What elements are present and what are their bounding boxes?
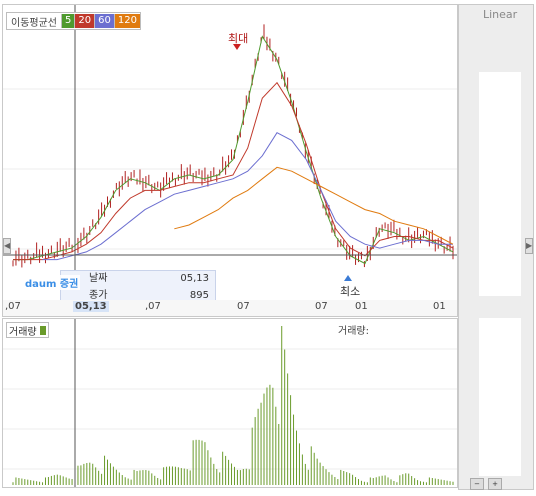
min-arrow-icon — [344, 275, 352, 281]
tooltip-date-label: 날짜 — [89, 273, 108, 284]
ma-line-120 — [174, 166, 454, 245]
scale-mode-label[interactable]: Linear — [483, 8, 518, 21]
date-axis: ,07 05,13 ,07 07 07 01 01 — [2, 300, 458, 317]
volume-swatch-icon — [39, 325, 46, 335]
legend-title: 이동평균선 — [11, 17, 57, 29]
volume-legend: 거래량 — [6, 322, 49, 338]
x-tick-label: ,07 — [145, 301, 161, 312]
tooltip-close-value: 895 — [189, 290, 209, 301]
volume-chart-canvas[interactable] — [3, 319, 457, 487]
x-tick-label: 01 — [433, 301, 446, 312]
ma-line-60 — [42, 132, 453, 261]
scroll-right-icon[interactable]: ▶ — [525, 238, 533, 254]
tooltip-close-row: 종가 895 — [89, 288, 211, 304]
ma-line-20 — [13, 81, 454, 261]
ma-legend-item-120[interactable]: 120 — [113, 14, 140, 28]
ma-legend-item-60[interactable]: 60 — [94, 14, 114, 28]
volume-legend-label: 거래량 — [9, 326, 37, 338]
price-chart-canvas[interactable] — [3, 5, 457, 301]
tooltip-close-label: 종가 — [89, 290, 108, 301]
brand-logo: daum 증권 — [23, 275, 81, 290]
tooltip-date-value: 05,13 — [180, 273, 209, 284]
scroll-left-icon[interactable]: ◀ — [3, 238, 11, 254]
price-chart-panel[interactable] — [2, 4, 458, 302]
volume-chart-panel[interactable] — [2, 318, 458, 488]
ma-legend-item-5[interactable]: 5 — [61, 14, 75, 28]
max-price-label: 최대 — [228, 32, 249, 45]
min-price-label: 최소 — [340, 285, 361, 298]
tooltip-date-row: 날짜 05,13 — [89, 271, 211, 287]
max-arrow-icon — [233, 44, 241, 50]
ma-legend-item-20[interactable]: 20 — [74, 14, 95, 28]
x-tick-label: ,07 — [5, 301, 21, 312]
x-tick-label: 05,13 — [73, 301, 109, 312]
zoom-controls: − + — [470, 478, 530, 490]
x-tick-label: 07 — [237, 301, 250, 312]
price-scale-area — [479, 72, 521, 296]
moving-average-legend: 이동평균선 5 20 60 120 — [6, 12, 141, 30]
ma-line-5 — [13, 35, 454, 265]
zoom-in-icon[interactable]: + — [488, 478, 502, 490]
zoom-out-icon[interactable]: − — [470, 478, 484, 490]
x-tick-label: 01 — [355, 301, 368, 312]
volume-crosshair-label: 거래량: — [338, 326, 369, 337]
volume-scale-area — [479, 318, 521, 476]
x-tick-label: 07 — [315, 301, 328, 312]
